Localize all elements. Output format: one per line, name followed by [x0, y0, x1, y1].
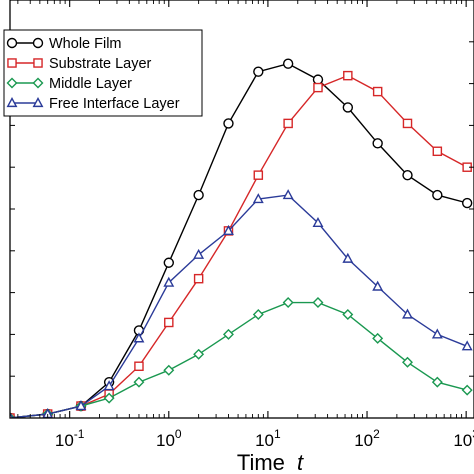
square-marker — [33, 58, 43, 68]
triangle-marker — [342, 252, 354, 263]
x-tick-label-base: 10 — [55, 431, 74, 450]
diamond-marker — [342, 309, 354, 320]
triangle-marker — [252, 193, 264, 204]
square-marker — [253, 170, 264, 180]
triangle-marker — [103, 380, 115, 391]
triangle-marker — [75, 400, 87, 411]
series-line — [10, 62, 468, 418]
series-middle-layer — [10, 297, 473, 418]
square-marker — [134, 361, 144, 371]
circle-marker — [193, 189, 204, 201]
x-tick-label-base: 10 — [255, 431, 274, 450]
ticks-layer — [10, 0, 474, 418]
legend-item: Middle Layer — [6, 76, 132, 92]
square-marker — [402, 118, 413, 129]
triangle-marker — [372, 280, 384, 291]
diamond-marker — [133, 376, 145, 388]
circle-marker — [6, 37, 18, 49]
x-tick-labels: 10-1100101102103 — [55, 427, 474, 450]
legend-label: Free Interface Layer — [49, 96, 180, 112]
circle-marker — [32, 37, 44, 49]
square-marker — [343, 70, 353, 81]
legend: Whole Film Substrate Layer Middle Layer Fre… — [3, 29, 203, 117]
diamond-marker — [312, 297, 324, 309]
diamond-marker — [163, 364, 175, 376]
x-tick-label-base: 10 — [453, 431, 472, 450]
x-tick-label: 100 — [156, 427, 182, 450]
legend-label: Whole Film — [49, 36, 122, 52]
legend-item: Whole Film — [6, 36, 122, 52]
legend-item: Substrate Layer — [7, 56, 152, 72]
x-axis-variable: t — [297, 450, 304, 474]
circle-marker — [223, 118, 234, 129]
triangle-marker — [461, 340, 473, 351]
triangle-marker — [282, 189, 294, 200]
circle-marker — [312, 74, 324, 85]
x-tick-label: 10-1 — [55, 427, 85, 450]
circle-marker — [163, 257, 174, 268]
diamond-marker — [6, 77, 18, 89]
square-marker — [164, 317, 174, 328]
x-tick-label-exponent: -1 — [74, 427, 85, 441]
plot-area — [10, 58, 473, 418]
triangle-marker — [402, 308, 413, 319]
triangle-marker — [223, 224, 234, 235]
legend-label: Middle Layer — [49, 76, 132, 92]
circle-marker — [432, 189, 443, 201]
diamond-marker — [252, 309, 264, 320]
series-line — [10, 301, 468, 418]
square-marker — [432, 146, 443, 157]
square-marker — [372, 86, 383, 97]
triangle-marker — [163, 276, 175, 287]
x-tick-label: 101 — [255, 427, 281, 450]
x-tick-label-base: 10 — [354, 431, 373, 450]
triangle-marker — [193, 248, 205, 259]
diamond-marker — [282, 297, 294, 309]
circle-marker — [253, 66, 264, 77]
series-substrate-layer — [10, 70, 472, 418]
square-marker — [313, 82, 323, 93]
x-axis-title-text: Time — [237, 450, 285, 474]
square-marker — [283, 118, 293, 129]
diamond-marker — [461, 384, 473, 396]
x-tick-label-exponent: 2 — [373, 427, 380, 441]
square-marker — [7, 58, 17, 68]
diamond-marker — [372, 332, 384, 344]
circle-marker — [461, 197, 473, 209]
circle-marker — [372, 138, 383, 149]
legend-item: Free Interface Layer — [6, 96, 180, 112]
diamond-marker — [193, 348, 205, 360]
circle-marker — [282, 58, 294, 69]
series-line — [10, 74, 468, 418]
triangle-marker — [133, 332, 145, 343]
triangle-marker — [6, 97, 18, 108]
diamond-marker — [431, 376, 443, 388]
series-layer — [10, 58, 473, 418]
diamond-marker — [32, 77, 44, 89]
x-axis-title: Time t — [237, 450, 304, 474]
x-tick-label-exponent: 1 — [274, 427, 281, 441]
circle-marker — [402, 169, 413, 181]
triangle-marker — [312, 216, 324, 228]
x-tick-label: 103 — [453, 427, 474, 450]
x-tick-label-base: 10 — [156, 431, 175, 450]
circle-marker — [342, 102, 354, 113]
series-line — [10, 194, 468, 418]
diamond-marker — [222, 328, 234, 340]
square-marker — [193, 273, 204, 284]
legend-label: Substrate Layer — [49, 56, 152, 72]
diamond-marker — [103, 392, 115, 404]
x-tick-label-exponent: 0 — [175, 427, 182, 441]
triangle-marker — [32, 97, 44, 108]
x-tick-label: 102 — [354, 427, 380, 450]
x-tick-label-exponent: 3 — [472, 427, 474, 441]
diamond-marker — [402, 356, 413, 368]
triangle-marker — [431, 328, 443, 339]
series-free-interface-layer — [10, 189, 473, 418]
